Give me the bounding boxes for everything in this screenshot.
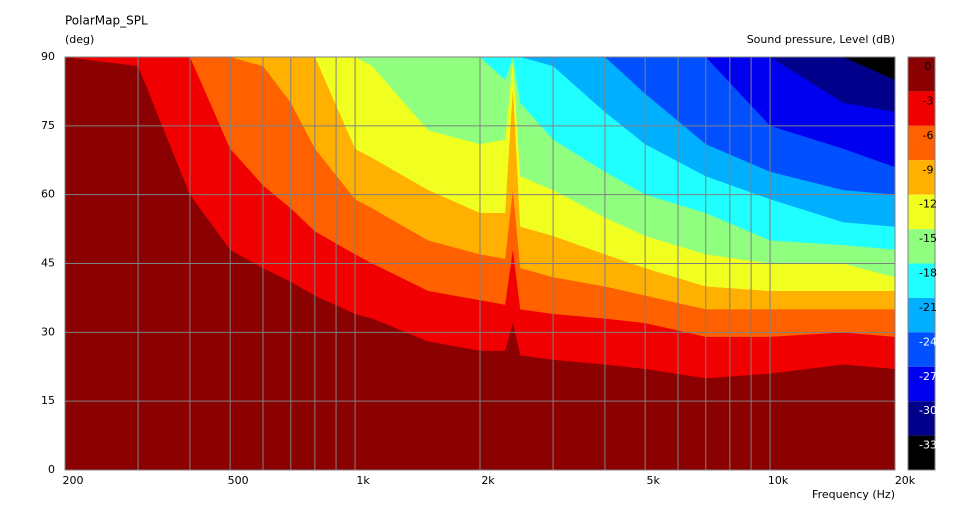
colorbar-label: -3 (923, 94, 934, 107)
colorbar-label: -33 (919, 439, 937, 452)
colorbar-swatch (908, 263, 935, 298)
x-axis-label: Frequency (Hz) (812, 488, 895, 501)
x-tick-label: 200 (63, 474, 84, 487)
x-tick-label: 20k (895, 474, 916, 487)
colorbar-swatch (908, 401, 935, 436)
colorbar-swatch (908, 194, 935, 230)
colorbar-label: -24 (919, 335, 937, 348)
colorbar-swatch (908, 57, 935, 92)
colorbar-label: Sound pressure, Level (dB) (747, 33, 895, 46)
colorbar-border (907, 56, 936, 471)
y-tick-label: 60 (41, 188, 55, 201)
y-tick-label: 0 (48, 463, 55, 476)
colorbar-label: -27 (919, 370, 937, 383)
plot-border (64, 56, 896, 471)
y-tick-label: 75 (41, 119, 55, 132)
colorbar-label: 0 (925, 60, 932, 73)
contour-band (65, 57, 895, 470)
x-tick-label: 5k (646, 474, 660, 487)
x-tick-label: 500 (228, 474, 249, 487)
colorbar-swatch (908, 229, 935, 264)
colorbar-swatch (908, 332, 935, 367)
colorbar-label: -12 (919, 198, 937, 211)
x-tick-label: 2k (481, 474, 495, 487)
colorbar-label: -18 (919, 267, 937, 280)
colorbar-swatch (908, 160, 935, 195)
colorbar-label: -9 (923, 163, 934, 176)
x-tick-label: 10k (768, 474, 789, 487)
y-tick-label: 30 (41, 325, 55, 338)
y-axis-label: (deg) (65, 33, 94, 46)
colorbar-label: -6 (923, 129, 934, 142)
colorbar-swatch (908, 91, 935, 126)
colorbar-swatch (908, 125, 935, 161)
colorbar-label: -15 (919, 232, 937, 245)
y-tick-label: 90 (41, 50, 55, 63)
chart-title: PolarMap_SPL (65, 14, 148, 28)
colorbar-label: -30 (919, 404, 937, 417)
x-tick-label: 1k (356, 474, 370, 487)
colorbar-label: -21 (919, 301, 937, 314)
colorbar-swatch (908, 366, 935, 402)
colorbar-swatch (908, 297, 935, 333)
y-tick-label: 15 (41, 394, 55, 407)
y-tick-label: 45 (41, 257, 55, 270)
colorbar-swatch (908, 435, 935, 470)
